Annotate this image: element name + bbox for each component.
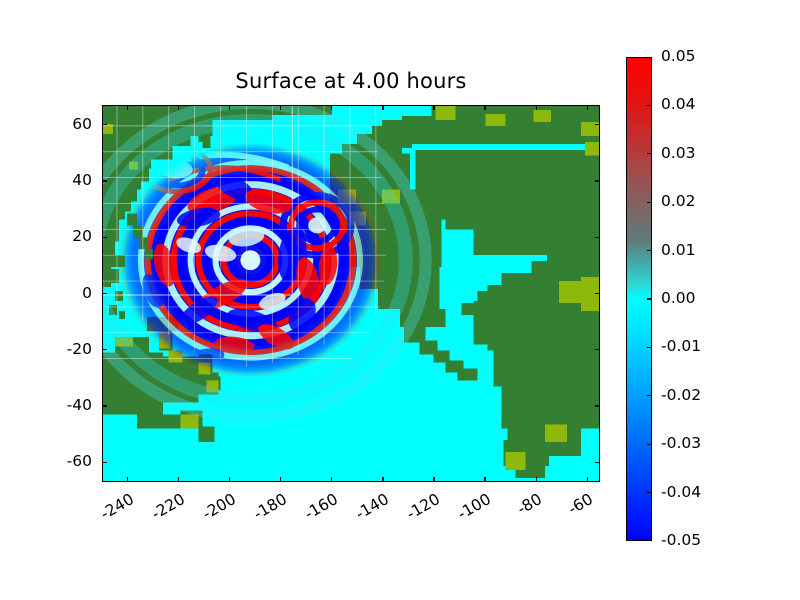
x-tick-mark-top <box>126 105 129 110</box>
colorbar-tick-label: 0.04 <box>661 95 696 114</box>
x-tick-mark-top <box>484 105 486 110</box>
y-tick-label: -60 <box>66 452 92 471</box>
x-tick-mark <box>586 477 588 482</box>
y-tick-mark <box>102 292 107 295</box>
x-tick-mark-top <box>229 105 231 110</box>
x-tick-label: -120 <box>403 490 443 524</box>
colorbar-tick-label: -0.04 <box>661 482 702 501</box>
colorbar-tick-mark <box>647 395 652 397</box>
x-tick-label: -220 <box>148 490 188 524</box>
y-tick-label: 20 <box>72 227 92 246</box>
x-tick-label: -100 <box>454 490 495 524</box>
x-tick-mark <box>382 477 384 482</box>
y-tick-mark-right <box>595 124 600 126</box>
x-tick-mark <box>535 477 537 482</box>
x-tick-mark <box>280 477 282 482</box>
y-tick-mark-right <box>595 292 600 295</box>
x-tick-mark-top <box>382 105 384 110</box>
y-tick-label: 40 <box>72 170 92 189</box>
colorbar-tick-mark <box>647 201 652 203</box>
colorbar-tick-mark <box>647 346 652 348</box>
x-tick-label: -140 <box>352 490 392 524</box>
x-tick-mark-top <box>433 105 435 110</box>
x-tick-mark-top <box>178 105 180 110</box>
y-tick-label: 60 <box>72 114 92 133</box>
x-tick-label: -160 <box>301 490 341 524</box>
colorbar-tick-label: 0.01 <box>661 240 696 259</box>
x-tick-label: -180 <box>250 490 290 524</box>
y-tick-mark-right <box>595 405 600 407</box>
y-tick-label: -40 <box>66 396 92 415</box>
colorbar-tick-mark <box>647 104 652 106</box>
y-tick-mark-right <box>595 236 600 238</box>
x-tick-label: -240 <box>97 490 137 524</box>
y-tick-label: -20 <box>66 339 92 358</box>
x-tick-label: -80 <box>514 490 546 519</box>
x-tick-mark <box>229 477 231 482</box>
y-tick-mark <box>102 236 107 238</box>
colorbar-tick-label: 0.00 <box>661 289 696 307</box>
x-tick-mark-top <box>535 105 537 110</box>
colorbar-tick-label: 0.05 <box>661 47 696 65</box>
y-tick-mark <box>102 124 107 126</box>
y-tick-mark-right <box>595 180 600 182</box>
colorbar-tick-label: -0.03 <box>661 434 702 453</box>
colorbar-tick-mark <box>647 492 652 494</box>
y-tick-mark-right <box>595 461 600 463</box>
x-tick-mark <box>178 477 180 482</box>
colorbar-tick-label: -0.02 <box>661 385 702 404</box>
y-tick-label: 0 <box>82 283 92 302</box>
x-tick-mark-top <box>331 105 333 110</box>
amr-grid-layer <box>103 106 386 367</box>
y-tick-mark <box>102 349 107 351</box>
colorbar-tick-label: -0.05 <box>661 531 702 549</box>
x-tick-mark <box>484 477 486 482</box>
x-tick-mark-top <box>586 105 588 110</box>
x-tick-mark <box>126 477 129 482</box>
x-tick-mark <box>433 477 435 482</box>
colorbar-tick-mark <box>647 250 652 252</box>
colorbar-tick-mark <box>647 298 652 300</box>
wave-field-layer <box>103 106 432 424</box>
x-tick-label: -200 <box>199 490 239 524</box>
y-tick-mark <box>102 180 107 182</box>
y-tick-mark-right <box>595 349 600 351</box>
x-tick-mark <box>331 477 333 482</box>
colorbar-tick-label: -0.01 <box>661 337 702 356</box>
colorbar-tick-mark <box>647 443 652 445</box>
y-tick-mark <box>102 405 107 407</box>
x-tick-mark-top <box>280 105 282 110</box>
colorbar-tick-label: 0.02 <box>661 192 696 211</box>
page-title: Surface at 4.00 hours <box>235 69 467 93</box>
colorbar-tick-label: 0.03 <box>661 143 696 162</box>
colorbar-tick-mark <box>647 153 652 155</box>
plot-axes[interactable] <box>102 105 600 482</box>
x-tick-label: -60 <box>565 490 597 519</box>
y-tick-mark <box>102 461 107 463</box>
